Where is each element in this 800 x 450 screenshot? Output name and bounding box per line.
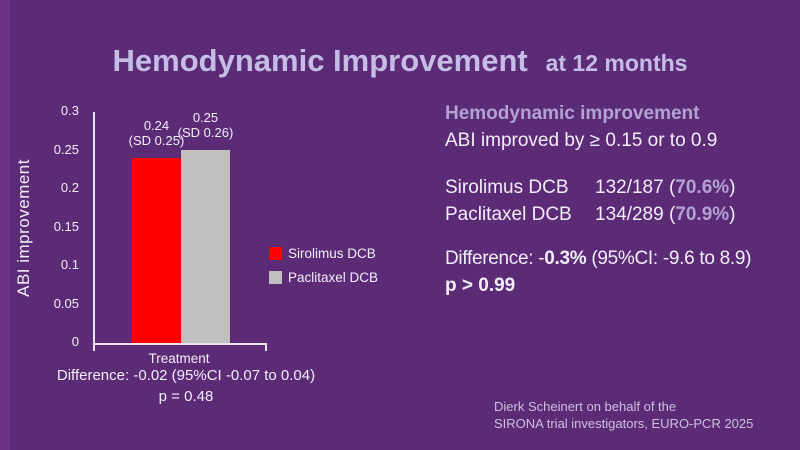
y-axis-tick-label: 0.1 bbox=[60, 257, 79, 272]
slide-title-suffix: at 12 months bbox=[545, 50, 688, 76]
summary-panel: Hemodynamic improvement ABI improved by … bbox=[445, 100, 793, 299]
y-axis-tick-labels: 0 0.05 0.1 0.15 0.2 0.25 0.3 bbox=[39, 103, 87, 349]
summary-heading: Hemodynamic improvement bbox=[445, 103, 700, 124]
x-axis-left-tick bbox=[93, 345, 95, 351]
summary-difference-line: Difference: -0.3% (95%CI: -9.6 to 8.9) bbox=[445, 245, 793, 272]
result-paren: ) bbox=[729, 204, 736, 225]
legend-item: Paclitaxel DCB bbox=[269, 270, 378, 285]
legend-label: Paclitaxel DCB bbox=[288, 270, 379, 285]
left-edge-stripe bbox=[0, 0, 10, 450]
result-paren: ) bbox=[729, 177, 736, 198]
summary-pvalue: p > 0.99 bbox=[445, 275, 516, 296]
slide-title: Hemodynamic Improvement at 12 months bbox=[0, 40, 800, 83]
chart-pvalue-note: p = 0.48 bbox=[158, 388, 214, 405]
legend-item: Sirolimus DCB bbox=[269, 246, 378, 261]
attribution-line2: SIRONA trial investigators, EURO-PCR 202… bbox=[494, 416, 754, 431]
y-axis-tick-label: 0.2 bbox=[60, 180, 79, 195]
legend-swatch bbox=[269, 247, 282, 260]
treatment-name: Paclitaxel DCB bbox=[445, 204, 572, 225]
attribution: Dierk Scheinert on behalf of the SIRONA … bbox=[494, 398, 753, 432]
chart-legend: Sirolimus DCB Paclitaxel DCB bbox=[269, 246, 378, 294]
bar-sirolimus-dcb bbox=[132, 158, 181, 343]
result-row-sirolimus: Sirolimus DCB 132/187 (70.6%) bbox=[445, 174, 793, 201]
bar-paclitaxel-dcb bbox=[181, 150, 230, 343]
result-percent: 70.9% bbox=[675, 204, 730, 225]
attribution-line1: Dierk Scheinert on behalf of the bbox=[494, 399, 677, 414]
y-axis-tick-label: 0.15 bbox=[53, 218, 79, 234]
result-fraction: 134/289 ( bbox=[595, 204, 676, 225]
x-axis-right-tick bbox=[265, 345, 267, 351]
difference-value: 0.3% bbox=[544, 248, 587, 269]
x-axis-title: Treatment bbox=[148, 351, 210, 366]
result-fraction: 132/187 ( bbox=[595, 177, 676, 198]
legend-label: Sirolimus DCB bbox=[288, 246, 376, 261]
slide-title-main: Hemodynamic Improvement bbox=[112, 43, 528, 78]
result-row-paclitaxel: Paclitaxel DCB 134/289 (70.9%) bbox=[445, 201, 793, 228]
treatment-name: Sirolimus DCB bbox=[445, 177, 569, 198]
chart-difference-note: Difference: -0.02 (95%CI -0.07 to 0.04) bbox=[56, 367, 316, 384]
bar-value-label: 0.25 (SD 0.26) bbox=[177, 110, 234, 140]
y-axis-tick-label: 0.25 bbox=[53, 141, 79, 157]
difference-ci: (95%CI: -9.6 to 8.9) bbox=[586, 248, 752, 269]
y-axis-tick-label: 0 bbox=[71, 334, 79, 349]
result-percent: 70.6% bbox=[675, 177, 730, 198]
difference-prefix: Difference: - bbox=[445, 248, 545, 269]
legend-swatch bbox=[269, 271, 282, 284]
bar-chart-plot-area: 0 0.05 0.1 0.15 0.2 0.25 0.3 0.24 (SD 0.25) 0.25… bbox=[54, 103, 267, 351]
summary-results: Sirolimus DCB 132/187 (70.6%) Paclitaxel … bbox=[445, 174, 793, 228]
bar-value-label: 0.24 (SD 0.25) bbox=[128, 118, 185, 148]
y-axis-tick-label: 0.3 bbox=[60, 103, 79, 118]
summary-definition: ABI improved by ≥ 0.15 or to 0.9 bbox=[445, 130, 718, 151]
y-axis-tick-label: 0.05 bbox=[53, 295, 79, 311]
